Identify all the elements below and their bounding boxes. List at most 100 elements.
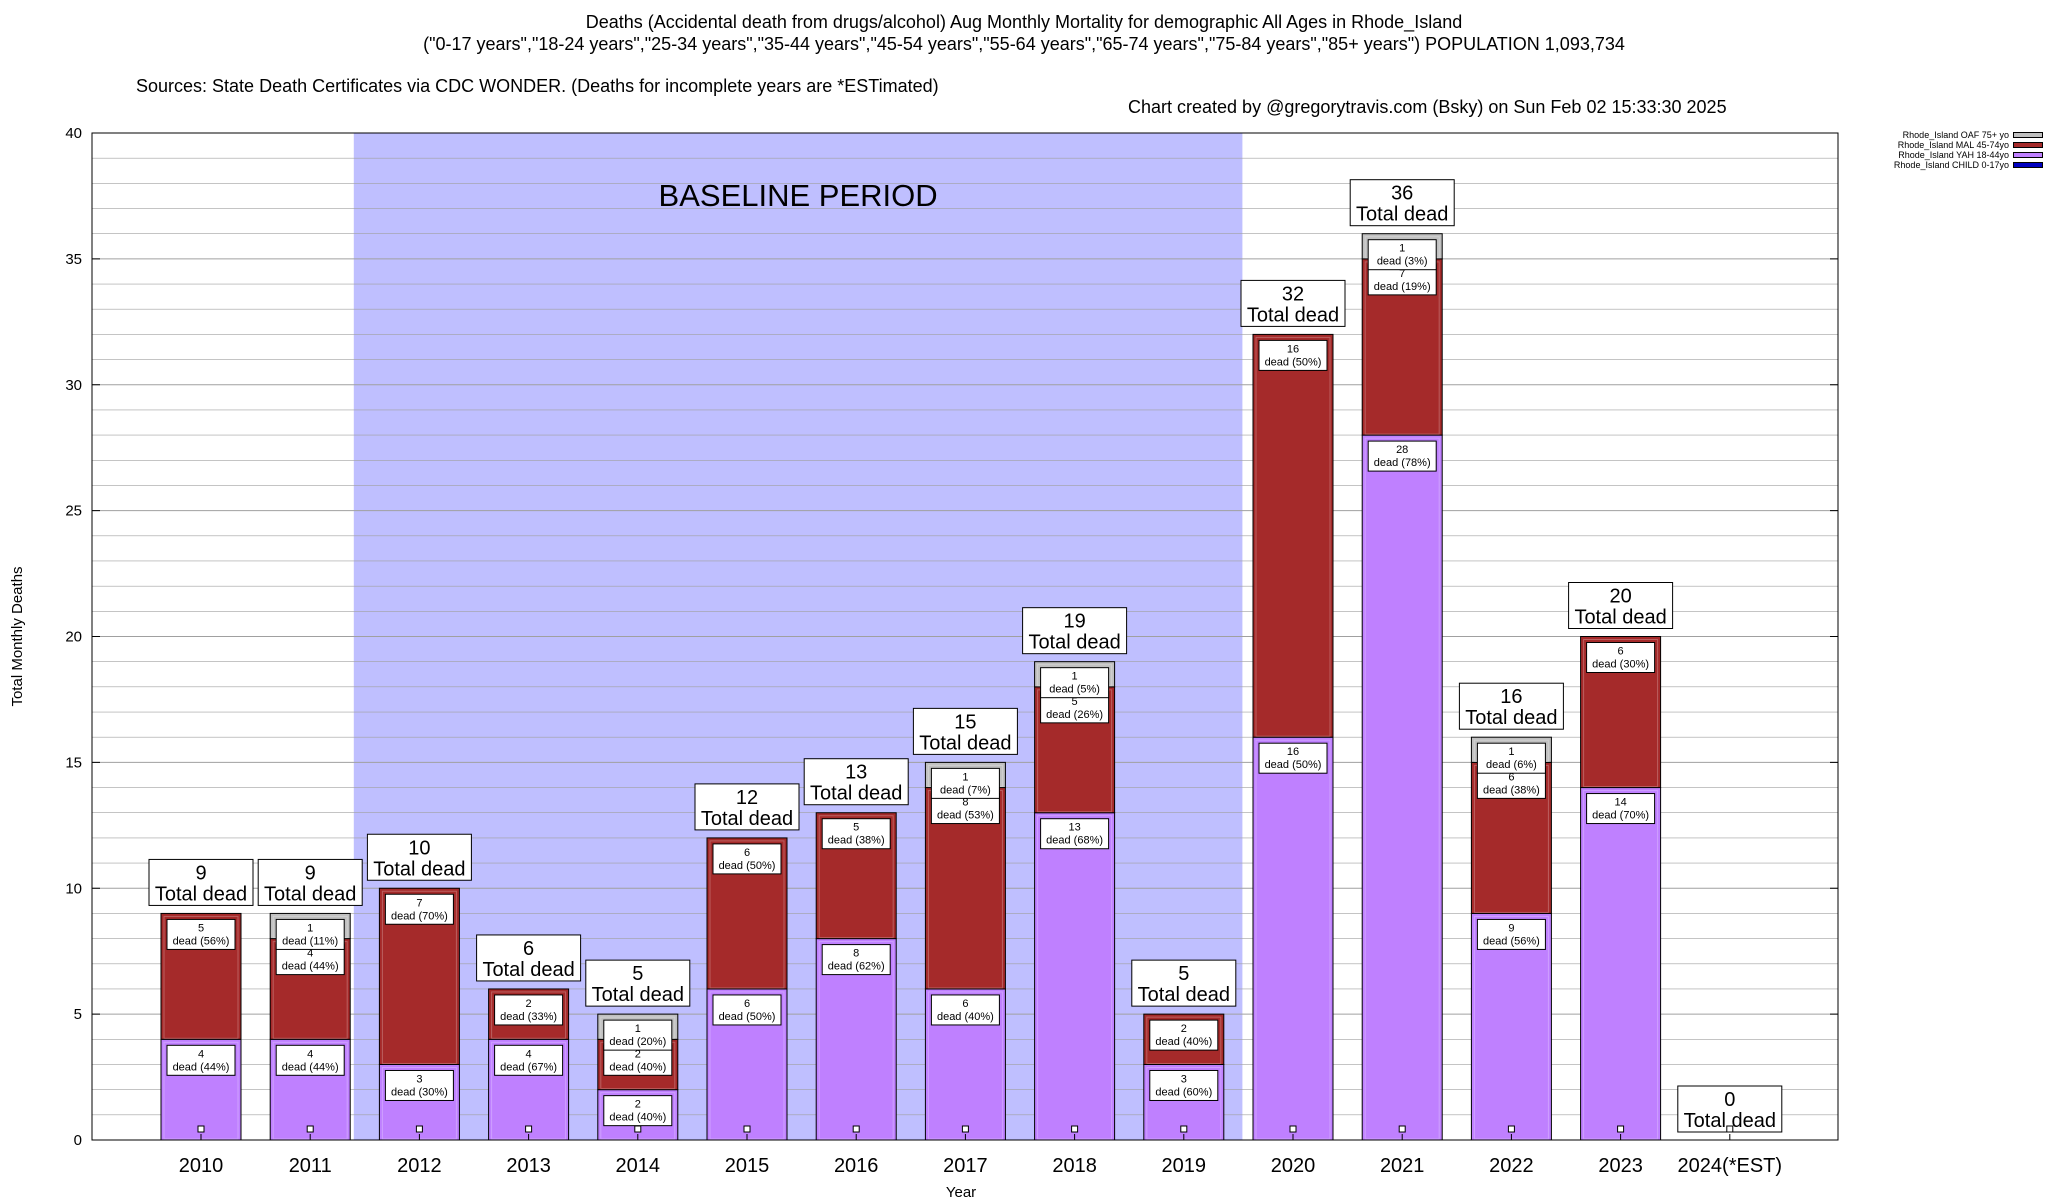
x-tick-label: 2015: [725, 1155, 770, 1177]
chart-source-line: Sources: State Death Certificates via CD…: [0, 55, 2048, 118]
bar-segment-inner: [818, 815, 894, 939]
y-tick-label: 5: [74, 1006, 82, 1023]
total-label-box: [476, 934, 582, 982]
total-text-label: Total dead: [373, 858, 465, 880]
total-label-box: [912, 707, 1018, 755]
x-tick-label: 2018: [1052, 1155, 1097, 1177]
total-label-box: [1458, 682, 1564, 730]
segment-value-label: 1: [635, 1023, 641, 1035]
y-tick-label: 20: [65, 629, 82, 646]
base-marker: [415, 1125, 423, 1133]
total-value-label: 13: [845, 762, 867, 784]
legend-swatch: [2013, 132, 2043, 138]
legend: Rhode_Island OAF 75+ yo Rhode_Island MAL …: [1865, 130, 2043, 170]
legend-entry: Rhode_Island YAH 18-44yo: [1865, 150, 2043, 160]
total-label-box: [1677, 1085, 1783, 1133]
total-value-label: 9: [195, 862, 206, 884]
segment-percent-label: dead (6%): [1486, 759, 1537, 771]
segment-percent-label: dead (7%): [940, 784, 991, 796]
segment-label-box: [712, 843, 782, 875]
bar-segment: [1580, 787, 1662, 1141]
total-value-label: 20: [1609, 586, 1631, 608]
x-tick-label: 2014: [616, 1155, 661, 1177]
segment-value-label: 2: [635, 1099, 641, 1111]
legend-entry: Rhode_Island OAF 75+ yo: [1865, 130, 2043, 140]
bar-segment-inner: [709, 840, 785, 989]
legend-entry: Rhode_Island CHILD 0-17yo: [1865, 160, 2043, 170]
y-axis-title: Total Monthly Deaths: [9, 566, 26, 706]
segment-percent-label: dead (62%): [828, 961, 885, 973]
bar-segment: [1252, 736, 1334, 1141]
legend-label: Rhode_Island CHILD 0-17yo: [1893, 160, 2009, 170]
segment-value-label: 9: [1508, 922, 1514, 934]
segment-percent-label: dead (20%): [609, 1036, 666, 1048]
segment-percent-label: dead (40%): [937, 1011, 994, 1023]
x-tick-label: 2024(*EST): [1678, 1155, 1783, 1177]
segment-percent-label: dead (30%): [391, 1086, 448, 1098]
segment-value-label: 7: [416, 897, 422, 909]
x-tick-label: 2011: [289, 1155, 332, 1177]
total-text-label: Total dead: [482, 959, 574, 981]
x-axis-title: Year: [946, 1184, 976, 1200]
legend-label: Rhode_Island YAH 18-44yo: [1898, 150, 2009, 160]
segment-label-box: [1258, 339, 1328, 371]
segment-percent-label: dead (68%): [1046, 835, 1103, 847]
x-tick-label: 2017: [943, 1155, 988, 1177]
x-tick-label: 2010: [179, 1155, 224, 1177]
segment-value-label: 1: [962, 771, 968, 783]
segment-value-label: 6: [1618, 646, 1624, 658]
total-text-label: Total dead: [264, 883, 356, 905]
segment-percent-label: dead (5%): [1049, 684, 1100, 696]
total-label-box: [1349, 179, 1455, 227]
total-text-label: Total dead: [1574, 607, 1666, 629]
base-marker: [525, 1125, 533, 1133]
segment-percent-label: dead (3%): [1377, 256, 1428, 268]
legend-swatch: [2013, 142, 2043, 148]
segment-value-label: 16: [1287, 343, 1299, 355]
segment-label-box: [821, 818, 891, 850]
segment-value-label: 6: [962, 998, 968, 1010]
base-marker: [852, 1125, 860, 1133]
total-text-label: Total dead: [701, 808, 793, 830]
chart-title: Deaths (Accidental death from drugs/alco…: [585, 12, 1463, 32]
segment-label-box: [1367, 440, 1437, 472]
segment-percent-label: dead (44%): [282, 1061, 339, 1073]
total-text-label: Total dead: [1465, 707, 1557, 729]
segment-percent-label: dead (56%): [1483, 935, 1540, 947]
segment-percent-label: dead (40%): [1155, 1036, 1212, 1048]
segment-percent-label: dead (44%): [173, 1061, 230, 1073]
total-value-label: 12: [736, 787, 758, 809]
total-text-label: Total dead: [592, 984, 684, 1006]
segment-label-box: [930, 767, 1000, 799]
segment-percent-label: dead (44%): [282, 961, 339, 973]
segment-value-label: 4: [198, 1048, 204, 1060]
base-marker: [1507, 1125, 1515, 1133]
segment-percent-label: dead (40%): [609, 1112, 666, 1124]
segment-label-box: [1586, 642, 1656, 673]
segment-label-box: [1149, 1069, 1219, 1101]
y-tick-label: 25: [65, 503, 82, 520]
total-value-label: 19: [1063, 611, 1085, 633]
y-tick-label: 10: [65, 880, 82, 897]
base-marker: [743, 1125, 751, 1133]
legend-swatch: [2013, 162, 2043, 168]
segment-percent-label: dead (11%): [282, 935, 338, 947]
segment-label-box: [1040, 667, 1110, 699]
total-label-box: [1131, 959, 1237, 1007]
sources-text: Sources: State Death Certificates via CD…: [136, 76, 939, 96]
bar-segment: [1361, 434, 1443, 1141]
legend-entry: Rhode_Island MAL 45-74yo: [1865, 140, 2043, 150]
legend-label: Rhode_Island MAL 45-74yo: [1897, 140, 2009, 150]
segment-label-box: [1367, 239, 1437, 271]
total-label-box: [1568, 582, 1674, 629]
legend-label: Rhode_Island OAF 75+ yo: [1902, 130, 2009, 140]
segment-value-label: 5: [1072, 696, 1078, 708]
bar-segment-inner: [163, 915, 239, 1039]
segment-label-box: [275, 918, 345, 950]
total-label-box: [1240, 279, 1346, 327]
y-tick-label: 15: [65, 754, 82, 771]
segment-value-label: 16: [1287, 746, 1299, 758]
bar-segment-inner: [381, 890, 457, 1064]
segment-label-box: [1476, 742, 1546, 774]
